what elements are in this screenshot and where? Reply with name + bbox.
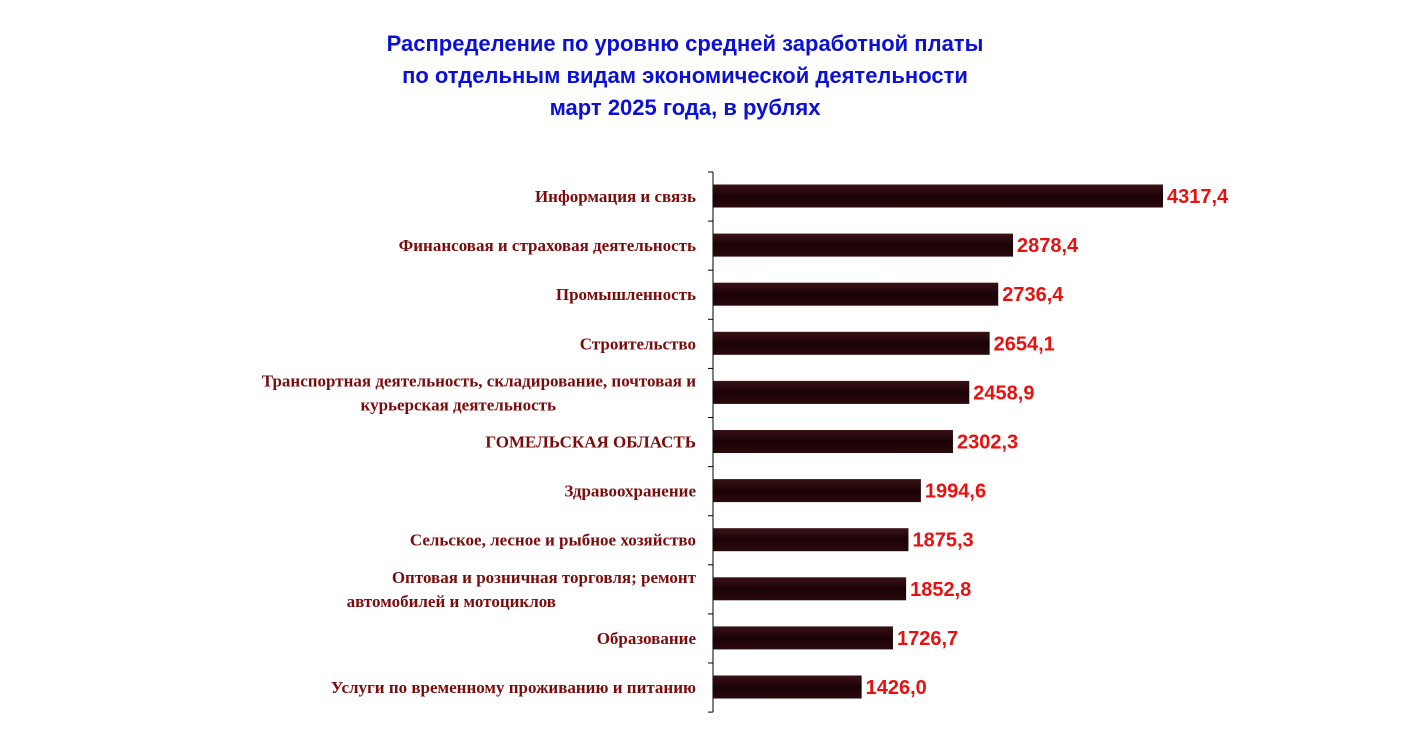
category-labels: Информация и связь Финансовая и страховая…	[262, 187, 697, 697]
value-label: 2302,3	[957, 432, 1018, 454]
value-label: 1426,0	[866, 677, 927, 699]
bar	[713, 380, 970, 404]
value-label: 2458,9	[973, 382, 1034, 404]
category-label: Образование	[597, 629, 697, 648]
category-label: Здравоохранение	[564, 482, 696, 501]
bar	[713, 430, 953, 453]
bar	[713, 577, 907, 601]
value-label: 1875,3	[912, 530, 973, 552]
category-label: Информация и связь	[535, 187, 696, 206]
bar	[713, 528, 909, 552]
chart-title: Распределение по уровню средней заработн…	[280, 28, 1090, 124]
category-label: Оптовая и розничная торговля; ремонт авто…	[347, 568, 697, 611]
category-axis	[708, 171, 714, 713]
value-label: 2654,1	[994, 333, 1055, 355]
chart-title-line-3: март 2025 года, в рублях	[549, 95, 821, 120]
category-label-line: автомобилей и мотоциклов	[347, 592, 556, 611]
category-label: Транспортная деятельность, складирование…	[262, 371, 696, 414]
category-label: Услуги по временному проживанию и питани…	[331, 678, 696, 697]
category-label: Сельское, лесное и рыбное хозяйство	[410, 531, 696, 550]
category-label: Строительство	[580, 334, 696, 353]
category-label: ГОМЕЛЬСКАЯ ОБЛАСТЬ	[485, 433, 696, 452]
value-label: 2878,4	[1017, 235, 1079, 257]
value-label: 2736,4	[1002, 284, 1064, 306]
value-label: 1852,8	[910, 579, 971, 601]
chart-title-line-1: Распределение по уровню средней заработн…	[386, 31, 984, 56]
bar	[713, 626, 893, 650]
bar	[713, 282, 999, 306]
category-label-line: курьерская деятельность	[361, 395, 556, 414]
bars	[713, 184, 1163, 699]
category-label: Финансовая и страховая деятельность	[399, 236, 696, 255]
bar	[713, 233, 1014, 257]
value-label: 4317,4	[1167, 186, 1229, 208]
category-label: Промышленность	[556, 285, 696, 304]
bar	[713, 184, 1163, 208]
bar	[713, 675, 862, 699]
value-label: 1994,6	[925, 481, 986, 503]
bar	[713, 331, 990, 355]
bar	[713, 479, 921, 503]
value-label: 1726,7	[897, 628, 958, 650]
chart-title-line-2: по отдельным видам экономической деятель…	[402, 63, 968, 88]
category-label-line: Транспортная деятельность, складирование…	[262, 371, 696, 390]
value-labels: 4317,4 2878,4 2736,4 2654,1 2458,9 2302,3 1994…	[866, 186, 1229, 699]
category-label-line: Оптовая и розничная торговля; ремонт	[392, 568, 697, 587]
